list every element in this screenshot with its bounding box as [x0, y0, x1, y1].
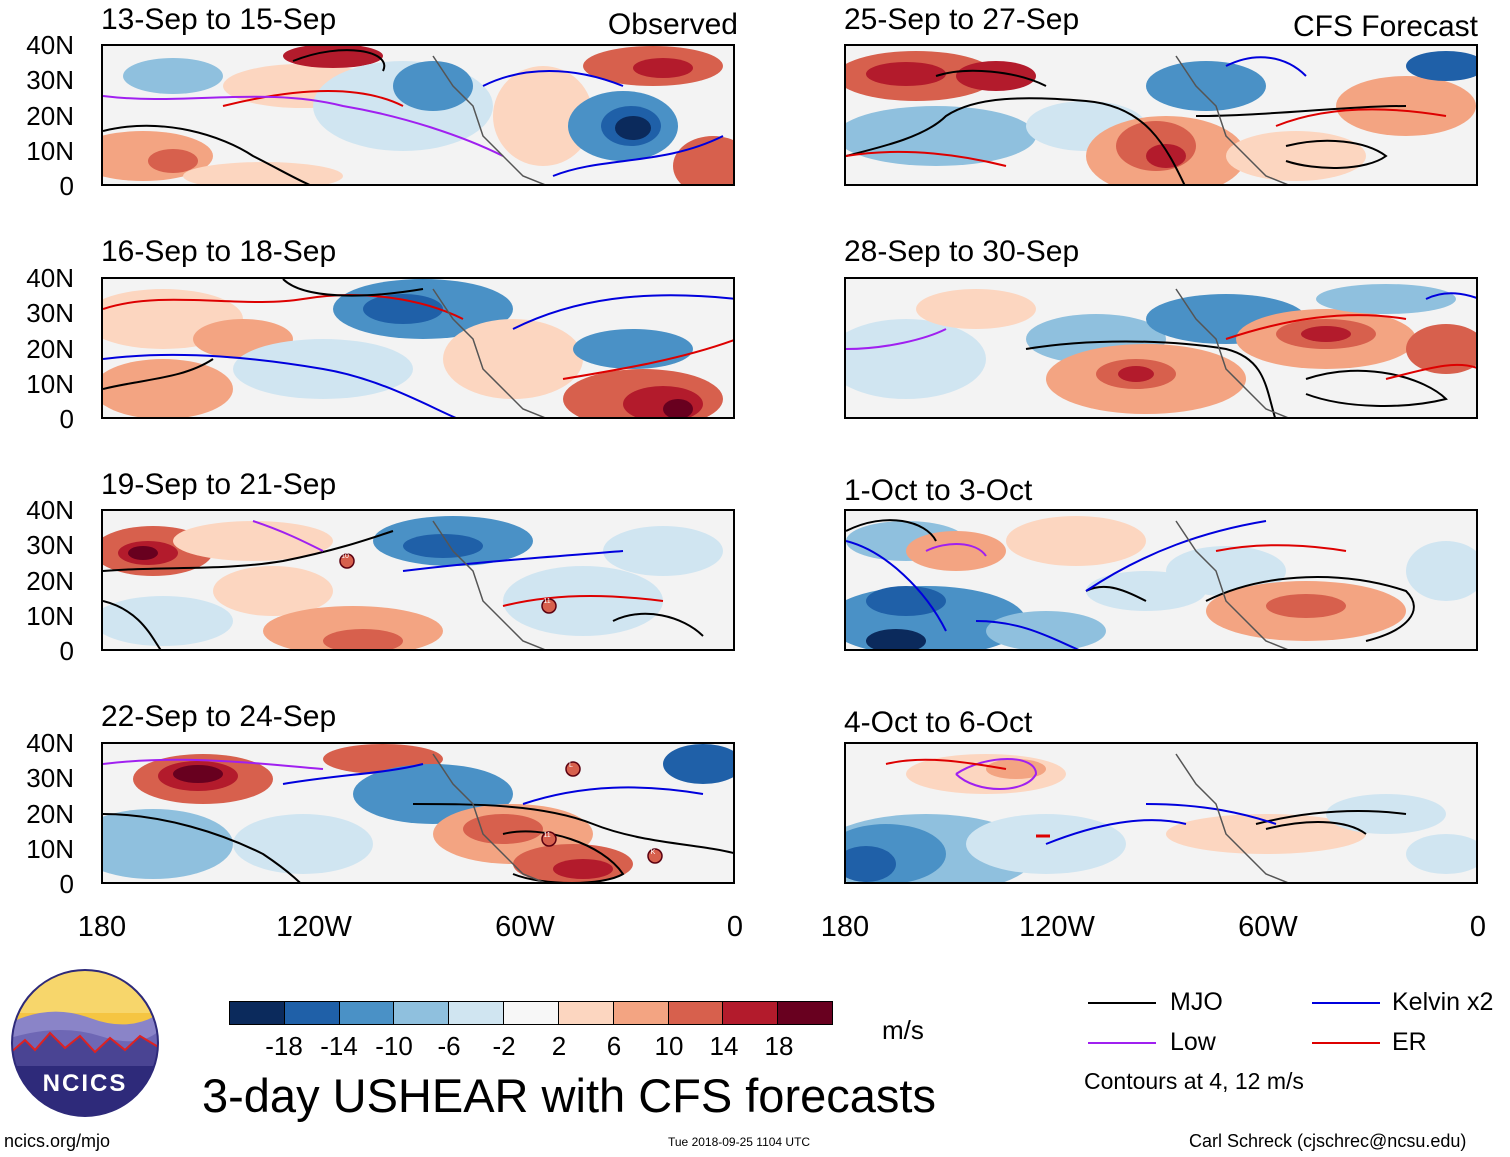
colorbar-tick: 2	[551, 1031, 567, 1061]
colorbar-swatch	[449, 1002, 505, 1024]
storm-marker-11: 11	[543, 832, 551, 839]
colorbar-tick: 14	[709, 1031, 739, 1061]
panel-title-4: 22-Sep to 24-Sep	[101, 700, 337, 733]
colorbar-swatch	[723, 1002, 779, 1024]
main-title: 3-day USHEAR with CFS forecasts	[202, 1069, 936, 1122]
colorbar-swatch	[558, 1002, 614, 1024]
observed-label: Observed	[607, 8, 738, 41]
panel-title-8: 4-Oct to 6-Oct	[844, 706, 1033, 739]
ncics-logo	[10, 968, 160, 1118]
map-panel-1	[101, 44, 735, 186]
lat-20n: 20N	[26, 101, 74, 131]
colorbar-units: m/s	[882, 1015, 924, 1045]
footer-site-link[interactable]: ncics.org/mjo	[4, 1131, 111, 1151]
lat-20n: 20N	[26, 799, 74, 829]
colorbar-tick: -6	[437, 1031, 461, 1061]
legend-line-kelvin	[1312, 1002, 1380, 1004]
colorbar-tick: 6	[606, 1031, 622, 1061]
legend-line-low	[1088, 1042, 1156, 1044]
footer-timestamp: Tue 2018-09-25 1104 UTC	[668, 1135, 811, 1149]
contour-note: Contours at 4, 12 m/s	[1084, 1068, 1304, 1094]
lat-20n: 20N	[26, 334, 74, 364]
lat-0: 0	[59, 636, 74, 666]
legend-line-er	[1312, 1042, 1380, 1044]
lat-0: 0	[59, 404, 74, 434]
lat-10n: 10N	[26, 136, 74, 166]
map-panel-8	[844, 742, 1478, 884]
colorbar-tick: 10	[654, 1031, 684, 1061]
map-panel-4	[101, 742, 735, 884]
colorbar-swatch	[504, 1002, 559, 1024]
colorbar-tick: 18	[764, 1031, 794, 1061]
legend-label-er: ER	[1392, 1028, 1427, 1056]
lat-10n: 10N	[26, 834, 74, 864]
lat-0: 0	[59, 869, 74, 899]
lat-40n: 40N	[26, 30, 74, 60]
colorbar-tick: -2	[492, 1031, 516, 1061]
map-panel-7	[844, 509, 1478, 651]
colorbar-swatch	[394, 1002, 450, 1024]
panel-title-2: 16-Sep to 18-Sep	[101, 235, 337, 268]
lat-30n: 30N	[26, 65, 74, 95]
lat-20n: 20N	[26, 566, 74, 596]
legend-label-mjo: MJO	[1170, 988, 1223, 1016]
panel-title-6: 28-Sep to 30-Sep	[844, 235, 1080, 268]
lon-label-0: 0	[1469, 911, 1487, 943]
cfs-forecast-label: CFS Forecast	[1292, 10, 1478, 43]
lon-label-0: 0	[726, 911, 744, 943]
map-panel-3	[101, 509, 735, 651]
lon-label-120w: 120W	[276, 911, 352, 943]
lon-label-180: 180	[77, 911, 127, 943]
lat-40n: 40N	[26, 728, 74, 758]
logo-text: NCICS	[42, 1070, 128, 1097]
colorbar-tick: -10	[375, 1031, 413, 1061]
storm-marker-11: 11	[543, 598, 551, 605]
lat-30n: 30N	[26, 298, 74, 328]
colorbar-swatch	[230, 1002, 285, 1024]
colorbar-swatch	[284, 1002, 340, 1024]
footer-author: Carl Schreck (cjschrec@ncsu.edu)	[1189, 1131, 1467, 1151]
panel-title-5: 25-Sep to 27-Sep	[844, 3, 1080, 36]
map-panel-5	[844, 44, 1478, 186]
legend-label-kelvin: Kelvin x2	[1392, 988, 1494, 1016]
legend-label-low: Low	[1170, 1028, 1216, 1056]
colorbar-tick: -18	[265, 1031, 303, 1061]
legend-line-mjo	[1088, 1002, 1156, 1004]
lat-40n: 40N	[26, 263, 74, 293]
lon-label-60w: 60W	[1238, 911, 1298, 943]
lat-0: 0	[59, 171, 74, 201]
colorbar-tick: -14	[320, 1031, 358, 1061]
colorbar	[229, 1001, 833, 1025]
panel-title-1: 13-Sep to 15-Sep	[101, 3, 337, 36]
map-panel-6	[844, 277, 1478, 419]
lat-30n: 30N	[26, 763, 74, 793]
lon-label-120w: 120W	[1019, 911, 1095, 943]
map-panel-2	[101, 277, 735, 419]
colorbar-swatch	[613, 1002, 669, 1024]
lat-10n: 10N	[26, 601, 74, 631]
panel-title-7: 1-Oct to 3-Oct	[844, 474, 1033, 507]
colorbar-swatch	[339, 1002, 395, 1024]
lat-30n: 30N	[26, 530, 74, 560]
lat-40n: 40N	[26, 495, 74, 525]
colorbar-swatch	[668, 1002, 724, 1024]
storm-marker-l: L	[569, 762, 573, 769]
storm-marker-10: 10	[341, 553, 349, 560]
lat-10n: 10N	[26, 369, 74, 399]
lon-label-180: 180	[820, 911, 870, 943]
lon-label-60w: 60W	[495, 911, 555, 943]
storm-marker-k: K	[650, 849, 656, 856]
panel-title-3: 19-Sep to 21-Sep	[101, 468, 337, 501]
colorbar-swatch	[778, 1002, 832, 1024]
